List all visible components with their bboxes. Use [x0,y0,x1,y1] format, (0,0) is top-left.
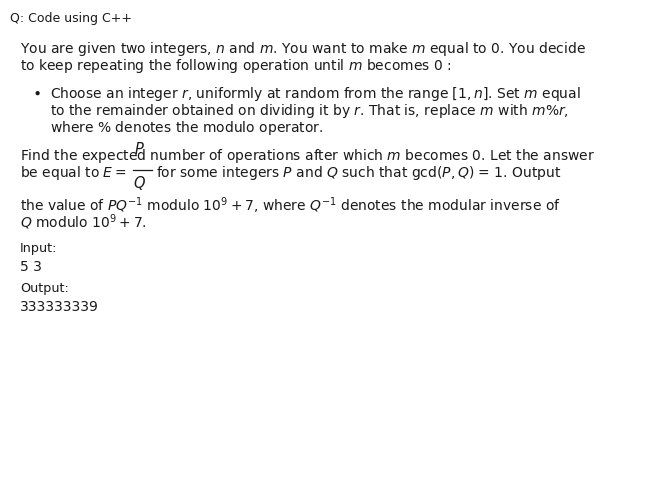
Text: the value of $PQ^{-1}$ modulo $10^{9}+7$, where $Q^{-1}$ denotes the modular inv: the value of $PQ^{-1}$ modulo $10^{9}+7$… [20,195,561,216]
Text: 5 3: 5 3 [20,260,42,274]
Text: 333333339: 333333339 [20,300,99,314]
Text: Find the expected number of operations after which $m$ becomes 0. Let the answer: Find the expected number of operations a… [20,147,595,165]
Text: $P$: $P$ [134,141,144,157]
Text: Q: Code using C++: Q: Code using C++ [10,12,132,25]
Text: to the remainder obtained on dividing it by $r$. That is, replace $m$ with $m\%r: to the remainder obtained on dividing it… [50,102,569,120]
Text: $Q$: $Q$ [132,174,145,192]
Text: Choose an integer $r$, uniformly at random from the range $\left[1, n\right]$. S: Choose an integer $r$, uniformly at rand… [50,85,581,103]
Text: You are given two integers, $n$ and $m$. You want to make $m$ equal to 0. You de: You are given two integers, $n$ and $m$.… [20,40,586,58]
Text: to keep repeating the following operation until $m$ becomes 0 :: to keep repeating the following operatio… [20,57,451,75]
Text: Input:: Input: [20,242,57,255]
Text: Output:: Output: [20,282,69,295]
Text: $\bullet$: $\bullet$ [32,85,41,100]
Text: $Q$ modulo $10^{9}+7$.: $Q$ modulo $10^{9}+7$. [20,212,147,232]
Text: for some integers $P$ and $Q$ such that gcd$(P, Q)$ = 1. Output: for some integers $P$ and $Q$ such that … [156,164,561,182]
Text: where $\%$ denotes the modulo operator.: where $\%$ denotes the modulo operator. [50,119,323,137]
Text: be equal to $E = $: be equal to $E = $ [20,164,126,182]
